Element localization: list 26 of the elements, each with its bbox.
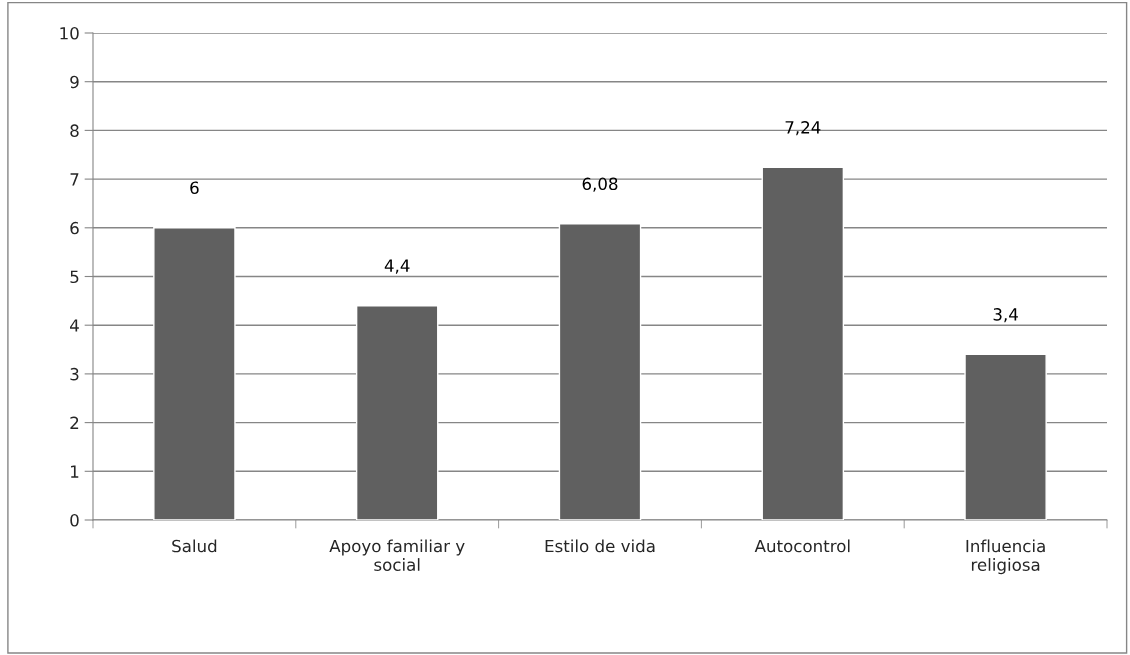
y-tick-label: 9 bbox=[70, 75, 79, 89]
y-tick-label: 6 bbox=[70, 221, 79, 235]
bar bbox=[355, 305, 439, 520]
y-tick-label: 5 bbox=[70, 270, 79, 284]
x-tick-label: Influencia religiosa bbox=[966, 539, 1045, 575]
x-tick-label: Estilo de vida bbox=[545, 539, 655, 553]
data-label: 3,4 bbox=[993, 308, 1018, 323]
y-tick-label: 7 bbox=[70, 173, 79, 186]
x-tick-label: Apoyo familiar y social bbox=[329, 539, 465, 572]
data-label: 7,24 bbox=[785, 121, 821, 136]
bar bbox=[761, 166, 845, 520]
y-tick-label: 8 bbox=[70, 124, 79, 137]
x-tick-label: Salud bbox=[172, 539, 217, 553]
y-tick-label: 4 bbox=[70, 319, 79, 332]
bar bbox=[964, 353, 1047, 520]
y-tick-label: 3 bbox=[70, 367, 79, 381]
y-tick-label: 1 bbox=[71, 465, 79, 478]
y-tick-label: 10 bbox=[60, 26, 79, 40]
x-tick-label: Autocontrol bbox=[754, 539, 850, 553]
data-label: 6 bbox=[190, 181, 199, 195]
y-tick-label: 2 bbox=[70, 416, 79, 429]
data-label: 6,08 bbox=[582, 177, 618, 192]
bar bbox=[153, 227, 236, 520]
bar bbox=[558, 223, 642, 520]
data-label: 4,4 bbox=[384, 259, 410, 274]
y-tick-label: 0 bbox=[70, 513, 79, 527]
